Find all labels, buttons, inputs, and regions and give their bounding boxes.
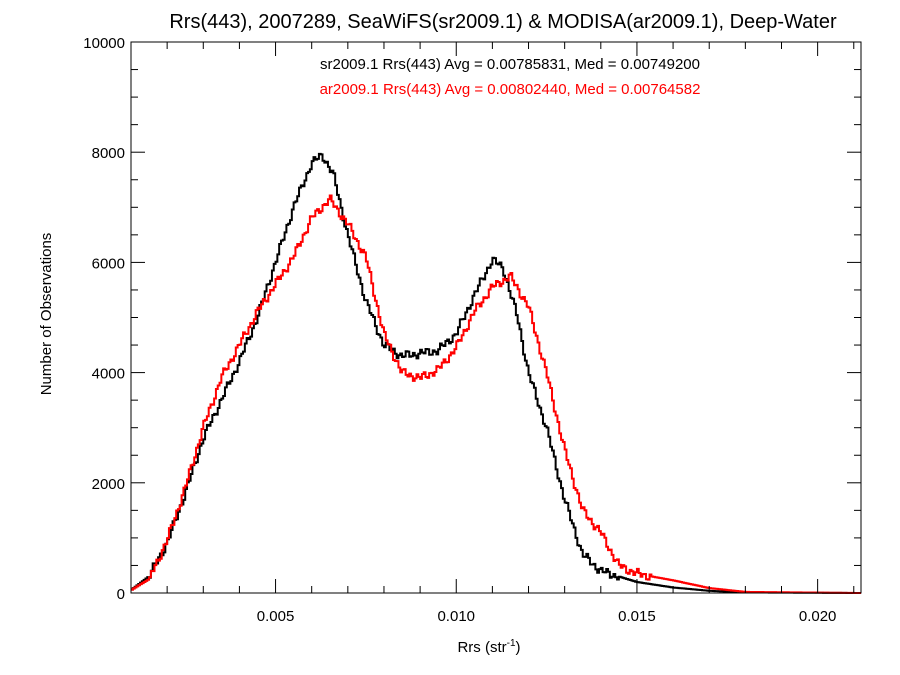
x-axis-label-close: ) <box>516 639 521 656</box>
series-layer <box>131 152 861 594</box>
y-axis-label: Number of Observations <box>38 233 55 396</box>
y-tick-label: 10000 <box>83 35 125 52</box>
plot-frame <box>130 41 862 594</box>
x-axis-label-superscript: -1 <box>507 638 516 649</box>
y-tick-label: 6000 <box>92 255 125 272</box>
ticks-layer: 0.005 0.010 0.015 0.020 0 2000 4000 6000 8000 100… <box>83 35 861 625</box>
x-axis-label: Rrs (str-1) <box>457 638 520 656</box>
y-tick-label: 8000 <box>92 145 125 162</box>
y-tick-label: 2000 <box>92 476 125 493</box>
legend-entry-ar2009: ar2009.1 Rrs(443) Avg = 0.00802440, Med … <box>320 81 701 98</box>
x-tick-label: 0.010 <box>437 608 475 625</box>
series-line-1 <box>131 194 861 594</box>
x-tick-label: 0.005 <box>257 608 295 625</box>
legend-entry-sr2009: sr2009.1 Rrs(443) Avg = 0.00785831, Med … <box>320 56 700 73</box>
x-axis-label-main: Rrs (str <box>457 639 506 656</box>
series-line-0 <box>131 152 861 594</box>
chart-title: Rrs(443), 2007289, SeaWiFS(sr2009.1) & M… <box>169 11 837 33</box>
x-tick-label: 0.015 <box>618 608 656 625</box>
x-tick-label: 0.020 <box>799 608 837 625</box>
y-tick-label: 4000 <box>92 366 125 383</box>
y-tick-label: 0 <box>117 586 125 603</box>
